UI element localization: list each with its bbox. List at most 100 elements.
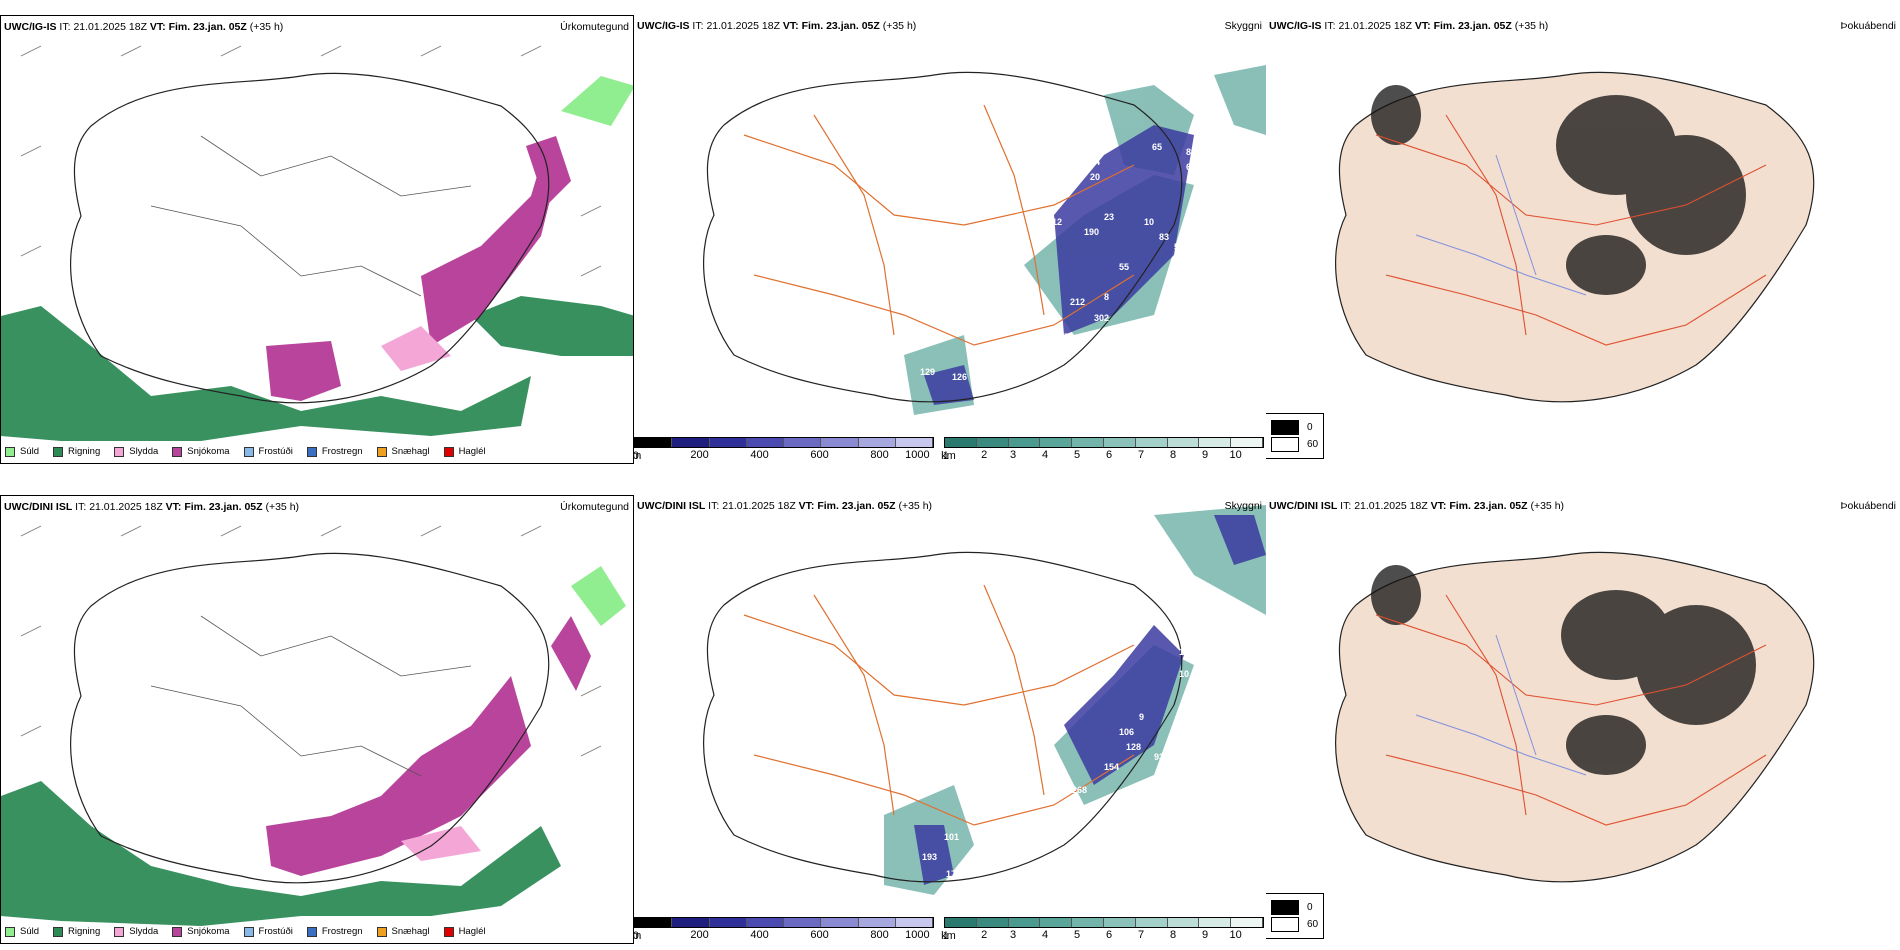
- legend-item: Snjókoma: [172, 926, 230, 937]
- legend-item: Snæhagl: [376, 446, 430, 457]
- legend-swatch: [443, 926, 454, 937]
- ceiling-value-label: 8: [1104, 292, 1109, 302]
- legend-item: Haglél: [443, 446, 486, 457]
- panel-header: UWC/IG-IS IT: 21.01.2025 18Z VT: Fim. 23…: [637, 20, 917, 32]
- ceiling-value-label: 12: [1179, 632, 1189, 642]
- ceiling-value-label: 59: [1004, 887, 1014, 897]
- ceiling-value-label: 212: [1070, 297, 1085, 307]
- fog-legend-row: 0: [1271, 900, 1318, 915]
- cloud-map-top: 67 230 14 20 65 89 68 47 46 12 190 23 10 83 53 55 113 85 8…: [703, 65, 1266, 415]
- ceiling-value-label: 47: [1189, 197, 1199, 207]
- legend-item: Súld: [5, 926, 39, 937]
- legend-swatch: [5, 446, 15, 457]
- panel-header: UWC/IG-IS IT: 21.01.2025 18Z VT: Fim. 23…: [1269, 20, 1549, 32]
- colorbar-gradient: [944, 917, 1264, 928]
- ceiling-value-label: 193: [922, 852, 937, 862]
- ceiling-value-label: 93: [1154, 752, 1164, 762]
- legend-swatch: [172, 446, 183, 457]
- precip-legend: Súld Rigning Slydda Snjókoma Frostúði Fr…: [5, 926, 486, 937]
- precip-type-panel-top: UWC/IG-IS IT: 21.01.2025 18Z VT: Fim. 23…: [0, 15, 634, 464]
- ceiling-value-label: 302: [1094, 313, 1109, 323]
- ceiling-value-label: 113: [1169, 272, 1184, 282]
- ceiling-value-label: 230: [1086, 142, 1101, 152]
- cloud-map-bottom: 14 91 12 13 10 106 9 128 154 93 268 316 101 193 178 59: [703, 505, 1266, 897]
- ceiling-value-label: 157: [1054, 332, 1069, 342]
- ceiling-value-label: 83: [1159, 232, 1169, 242]
- legend-item: Frostregn: [306, 446, 363, 457]
- ceiling-value-label: 316: [1070, 807, 1085, 817]
- legend-swatch: [443, 446, 454, 457]
- panel-header: UWC/DINI ISL IT: 21.01.2025 18Z VT: Fim.…: [1269, 500, 1565, 512]
- panel-title: Þokuábendi: [1840, 500, 1896, 512]
- ceiling-value-label: 10: [1179, 669, 1189, 679]
- legend-swatch: [243, 446, 254, 457]
- ceiling-value-label: 101: [944, 832, 959, 842]
- panel-header: UWC/DINI ISL IT: 21.01.2025 18Z VT: Fim.…: [637, 500, 933, 512]
- colorbar-ticks: km 1 2 3 4 5 6 7 8 9 10: [941, 929, 1242, 942]
- fog-panel-bottom: UWC/DINI ISL IT: 21.01.2025 18Z VT: Fim.…: [1266, 495, 1900, 944]
- ceiling-value-label: 46: [1187, 217, 1197, 227]
- ceiling-value-label: 126: [952, 372, 967, 382]
- fog-map-top: [1335, 71, 1815, 403]
- fog-swatch: [1271, 420, 1299, 435]
- legend-swatch: [5, 926, 15, 937]
- legend-item: Snjókoma: [172, 446, 230, 457]
- legend-swatch: [376, 446, 387, 457]
- ceiling-value-label: 106: [1119, 727, 1134, 737]
- ceiling-value-label: 53: [1174, 242, 1184, 252]
- legend-swatch: [376, 926, 387, 937]
- visibility-colorbar: km 1 2 3 4 5 6 7 8 9 10: [941, 917, 1264, 942]
- panel-title: Úrkomutegund: [560, 21, 629, 33]
- panel-title: Þokuábendi: [1840, 20, 1896, 32]
- visibility-colorbar: km 1 2 3 4 5 6 7 8 9 10: [941, 437, 1264, 462]
- legend-item: Súld: [5, 446, 39, 457]
- legend-swatch: [306, 926, 317, 937]
- fog-panel-top: UWC/IG-IS IT: 21.01.2025 18Z VT: Fim. 23…: [1266, 15, 1900, 464]
- fog-swatch: [1271, 900, 1299, 915]
- precip-map-top: [1, 45, 633, 441]
- legend-item: Rigning: [53, 446, 100, 457]
- ceiling-value-label: 68: [1186, 162, 1196, 172]
- ceiling-value-label: 67: [1086, 127, 1096, 137]
- ceiling-colorbar: m 0 200 400 600 800 1000: [634, 917, 934, 942]
- legend-item: Haglél: [443, 926, 486, 937]
- cloud-panel-top: 67 230 14 20 65 89 68 47 46 12 190 23 10 83 53 55 113 85 8…: [634, 15, 1266, 464]
- legend-swatch: [53, 446, 64, 457]
- ceiling-value-label: 129: [920, 367, 935, 377]
- fog-swatch: [1271, 437, 1299, 452]
- ceiling-value-label: 9: [1139, 712, 1144, 722]
- legend-item: Slydda: [114, 446, 158, 457]
- ceiling-value-label: 12: [1052, 217, 1062, 227]
- ceiling-value-label: 13: [1179, 647, 1189, 657]
- legend-item: Snæhagl: [376, 926, 430, 937]
- precip-map-bottom: [1, 525, 626, 926]
- fog-legend: 0 60: [1266, 893, 1325, 939]
- cloud-panel-bottom: 14 91 12 13 10 106 9 128 154 93 268 316 101 193 178 59 …: [634, 495, 1266, 944]
- ceiling-value-label: 154: [1104, 762, 1119, 772]
- legend-item: Frostúði: [243, 446, 293, 457]
- fog-legend-row: 0: [1271, 420, 1318, 435]
- legend-swatch: [114, 446, 125, 457]
- panel-header: UWC/DINI ISL IT: 21.01.2025 18Z VT: Fim.…: [4, 501, 300, 513]
- fog-legend-row: 60: [1271, 917, 1318, 932]
- ceiling-value-label: 10: [1144, 217, 1154, 227]
- precip-legend: Súld Rigning Slydda Snjókoma Frostúði Fr…: [5, 446, 486, 457]
- legend-item: Slydda: [114, 926, 158, 937]
- ceiling-value-label: 65: [1152, 142, 1162, 152]
- colorbar-ticks: m 0 200 400 600 800 1000: [634, 929, 930, 942]
- legend-item: Frostregn: [306, 926, 363, 937]
- precip-type-panel-bottom: UWC/DINI ISL IT: 21.01.2025 18Z VT: Fim.…: [0, 495, 634, 944]
- panel-title: Úrkomutegund: [560, 501, 629, 513]
- legend-swatch: [243, 926, 254, 937]
- ceiling-value-label: 91: [1182, 612, 1192, 622]
- ceiling-value-label: 89: [1186, 147, 1196, 157]
- fog-swatch: [1271, 917, 1299, 932]
- ceiling-value-label: 20: [1090, 172, 1100, 182]
- colorbar-gradient: [634, 917, 934, 928]
- colorbar-gradient: [944, 437, 1264, 448]
- ceiling-value-label: 268: [1072, 785, 1087, 795]
- legend-swatch: [53, 926, 64, 937]
- ceiling-value-label: 55: [1119, 262, 1129, 272]
- ceiling-value-label: 14: [1080, 672, 1090, 682]
- ceiling-value-label: 85: [1179, 292, 1189, 302]
